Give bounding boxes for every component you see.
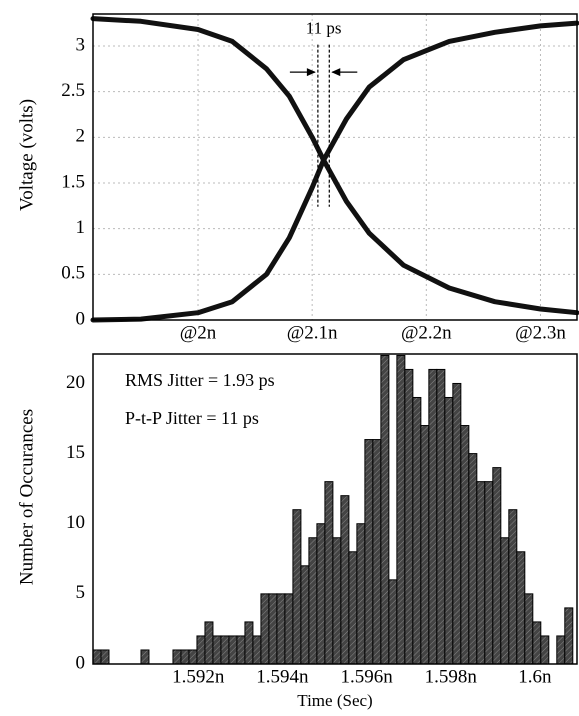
annotation: P-t-P Jitter = 11 ps — [125, 408, 259, 428]
bar — [540, 635, 550, 665]
bar — [444, 396, 454, 665]
bar — [388, 579, 398, 665]
bar — [188, 649, 198, 665]
bar — [180, 649, 190, 665]
arrow-head — [306, 68, 316, 77]
bar — [300, 565, 310, 665]
bar — [244, 621, 254, 665]
plot-frame — [92, 353, 578, 665]
bar — [292, 509, 302, 665]
bar — [372, 439, 382, 665]
bar — [284, 593, 294, 665]
y-tick-label: 15 — [66, 442, 85, 463]
bar — [236, 635, 246, 665]
x-tick-label: 1.6n — [518, 666, 552, 687]
line-series — [90, 20, 579, 323]
bar — [396, 354, 406, 665]
x-tick-label: 1.596n — [340, 666, 393, 687]
bar — [516, 551, 526, 665]
x-tick-label: 1.594n — [256, 666, 309, 687]
y-axis-label: Voltage (volts) — [16, 99, 37, 211]
x-tick-label: @2.3n — [515, 322, 566, 343]
bar — [172, 649, 182, 665]
bar — [332, 537, 342, 665]
bar — [196, 635, 206, 665]
plot-frame — [92, 13, 578, 321]
bar — [420, 425, 430, 665]
y-tick-label: 10 — [66, 512, 85, 533]
bar — [476, 481, 486, 665]
y-tick-label: 2.5 — [61, 80, 85, 101]
y-tick-label: 20 — [66, 372, 85, 393]
bar — [564, 607, 574, 665]
bar — [316, 523, 326, 665]
bar — [500, 537, 510, 665]
arrow-head — [331, 68, 341, 77]
x-tick-label: 1.592n — [172, 666, 225, 687]
bar — [412, 396, 422, 665]
bar — [428, 368, 438, 665]
bar — [212, 635, 222, 665]
bar — [268, 593, 278, 665]
bar — [508, 509, 518, 665]
bar — [220, 635, 230, 665]
bar — [204, 621, 214, 665]
bar — [532, 621, 542, 665]
bar — [364, 439, 374, 665]
y-tick-label: 0 — [76, 308, 86, 329]
bar — [252, 635, 262, 665]
bar — [492, 467, 502, 665]
bar — [260, 593, 270, 665]
y-tick-label: 1 — [76, 217, 86, 238]
bar — [100, 649, 110, 665]
bar — [484, 481, 494, 665]
y-tick-label: 3 — [76, 34, 86, 55]
y-tick-label: 5 — [76, 582, 86, 603]
bar — [404, 368, 414, 665]
bar — [460, 425, 470, 665]
bar — [348, 551, 358, 665]
annotation: 11 ps — [306, 19, 342, 38]
y-tick-label: 0.5 — [61, 263, 85, 284]
y-axis-label: Number of Occurances — [16, 409, 37, 585]
x-axis-label: Time (Sec) — [297, 691, 372, 710]
bar — [452, 382, 462, 665]
bar — [340, 495, 350, 665]
y-tick-label: 2 — [76, 126, 86, 147]
y-tick-label: 1.5 — [61, 171, 85, 192]
bar — [556, 635, 566, 665]
y-tick-label: 0 — [76, 652, 86, 673]
annotation: RMS Jitter = 1.93 ps — [125, 370, 275, 390]
bar — [380, 354, 390, 665]
x-tick-label: @2n — [180, 322, 217, 343]
bar — [140, 649, 150, 665]
bar — [276, 593, 286, 665]
bar — [356, 523, 366, 665]
x-tick-label: @2.2n — [401, 322, 452, 343]
x-tick-label: 1.598n — [425, 666, 478, 687]
x-tick-label: @2.1n — [287, 322, 338, 343]
bar — [324, 481, 334, 665]
line-series — [90, 16, 579, 316]
bar — [524, 593, 534, 665]
bar — [228, 635, 238, 665]
bar — [468, 453, 478, 665]
bar — [92, 649, 102, 665]
bar — [308, 537, 318, 665]
bar — [436, 368, 446, 665]
